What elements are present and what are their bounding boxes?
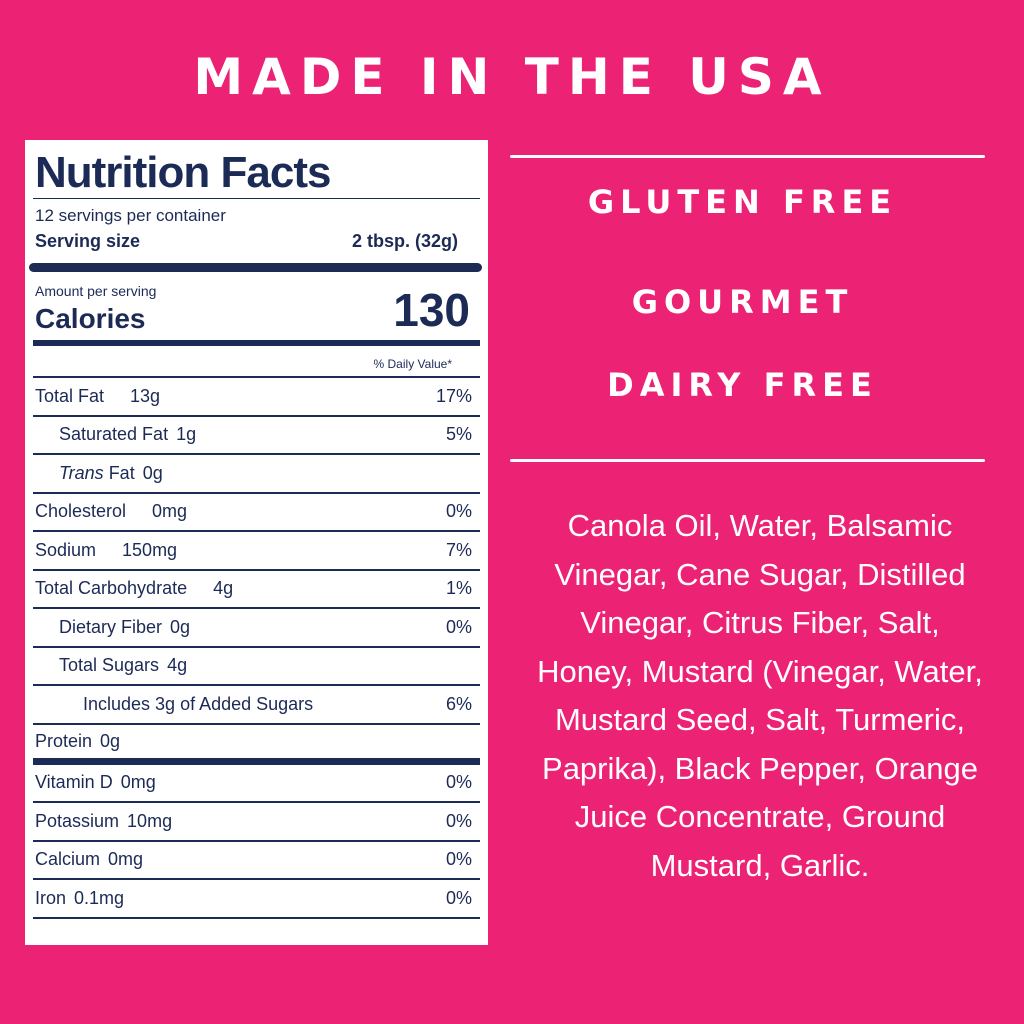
- dv-header: % Daily Value*: [373, 357, 452, 371]
- nutrient-row: Dietary Fiber 0g 0%: [33, 609, 480, 648]
- serving-size-label: Serving size: [35, 231, 141, 251]
- nutrient-amount: 4g: [213, 578, 234, 599]
- nutrient-row: Sodium 150mg 7%: [33, 532, 480, 571]
- calories: 130: [393, 284, 470, 336]
- nutrient-row: Protein 0g: [33, 725, 480, 765]
- daily-value: 17%: [435, 385, 472, 406]
- nutrient-amount: 0g: [142, 462, 163, 483]
- divider: [33, 198, 480, 199]
- nutrient-name-italic: Trans: [59, 462, 104, 483]
- daily-value: 0%: [445, 849, 472, 870]
- nutrient-row: Potassium 10mg 0%: [33, 803, 480, 842]
- nutrient-amount: 0mg: [120, 772, 156, 793]
- nutrient-name: Total Fat: [35, 385, 105, 406]
- nutrient-name: Includes 3g of Added Sugars: [83, 693, 314, 714]
- nutrient-amount: 0g: [100, 730, 121, 751]
- ingredient-line: Vinegar, Cane Sugar, Distilled: [554, 556, 966, 592]
- divider: [33, 340, 480, 346]
- amount-label: Amount per serving: [35, 283, 157, 299]
- nutrient-amount: 0g: [170, 616, 191, 637]
- daily-value: 7%: [445, 539, 472, 560]
- nutrient-amount: 1g: [176, 424, 197, 445]
- divider: [29, 263, 482, 272]
- nutrient-name: Saturated Fat: [59, 424, 169, 445]
- divider: [510, 459, 985, 462]
- nutrient-name: Protein: [35, 730, 93, 751]
- label-title: Nutrition Facts: [35, 148, 331, 197]
- nutrient-name: Cholesterol: [35, 501, 127, 522]
- nutrient-name: Total Carbohydrate: [35, 578, 188, 599]
- claim: GOURMET: [631, 283, 854, 321]
- nutrient-amount: 4g: [167, 655, 188, 676]
- ingredient-line: Honey, Mustard (Vinegar, Water,: [537, 653, 983, 689]
- nutrient-name: Total Sugars: [59, 655, 160, 676]
- ingredient-line: Juice Concentrate, Ground: [574, 799, 946, 834]
- divider: [510, 155, 985, 158]
- daily-value: 0%: [445, 616, 472, 637]
- serving-size: 2 tbsp. (32g): [351, 231, 458, 251]
- claim: GLUTEN FREE: [587, 183, 898, 221]
- nutrient-amount: 13g: [130, 385, 161, 406]
- servings: 12 servings per container: [35, 206, 226, 225]
- daily-value: 0%: [445, 772, 472, 793]
- daily-value: 5%: [445, 424, 472, 445]
- nutrient-row: Trans Fat 0g: [33, 455, 480, 494]
- nutrient-name: Sodium: [35, 539, 97, 560]
- nutrient-name: Iron: [35, 887, 67, 908]
- calories-label: Calories: [35, 303, 146, 334]
- nutrient-row: Iron 0.1mg 0%: [33, 880, 480, 919]
- divider: [33, 376, 480, 378]
- ingredient-line: Mustard, Garlic.: [650, 847, 870, 883]
- nutrient-row: Includes 3g of Added Sugars 6%: [33, 686, 480, 725]
- daily-value: 1%: [445, 578, 472, 599]
- nutrient-rows: Total Fat 13g 17% Saturated Fat 1g 5% Trans Fat…: [33, 378, 480, 919]
- nutrient-row: Vitamin D 0mg 0%: [33, 765, 480, 803]
- nutrient-row: Calcium 0mg 0%: [33, 842, 480, 880]
- ingredient-line: Vinegar, Citrus Fiber, Salt,: [580, 605, 940, 640]
- ingredient-line: Paprika), Black Pepper, Orange: [542, 750, 978, 786]
- claim: DAIRY FREE: [607, 366, 878, 404]
- nutrient-name: Fat: [108, 462, 135, 483]
- nutrient-amount: 0.1mg: [74, 887, 125, 908]
- nutrient-row: Total Carbohydrate 4g 1%: [33, 571, 480, 609]
- nutrient-name: Calcium: [35, 849, 101, 870]
- nutrient-amount: 150mg: [122, 539, 178, 560]
- nutrition-label: Nutrition Facts 12 servings per containe…: [25, 140, 488, 945]
- nutrient-name: Dietary Fiber: [59, 616, 163, 637]
- daily-value: 0%: [445, 887, 472, 908]
- nutrient-amount: 10mg: [127, 810, 173, 831]
- nutrient-row: Total Fat 13g 17%: [33, 378, 480, 417]
- nutrient-amount: 0mg: [108, 849, 144, 870]
- ingredients: Canola Oil, Water, Balsamic Vinegar, Cane…: [500, 502, 1020, 890]
- daily-value: 0%: [445, 501, 472, 522]
- daily-value: 0%: [445, 810, 472, 831]
- daily-value: 6%: [445, 693, 472, 714]
- nutrient-row: Total Sugars 4g: [33, 648, 480, 686]
- headline: MADE IN THE USA: [193, 48, 831, 106]
- ingredient-line: Mustard Seed, Salt, Turmeric,: [554, 702, 966, 737]
- ingredient-line: Canola Oil, Water, Balsamic: [567, 508, 953, 543]
- nutrient-name: Vitamin D: [35, 772, 113, 793]
- nutrient-row: Cholesterol 0mg 0%: [33, 494, 480, 532]
- nutrient-amount: 0mg: [152, 501, 188, 522]
- nutrient-name: Potassium: [35, 810, 120, 831]
- nutrient-row: Saturated Fat 1g 5%: [33, 417, 480, 455]
